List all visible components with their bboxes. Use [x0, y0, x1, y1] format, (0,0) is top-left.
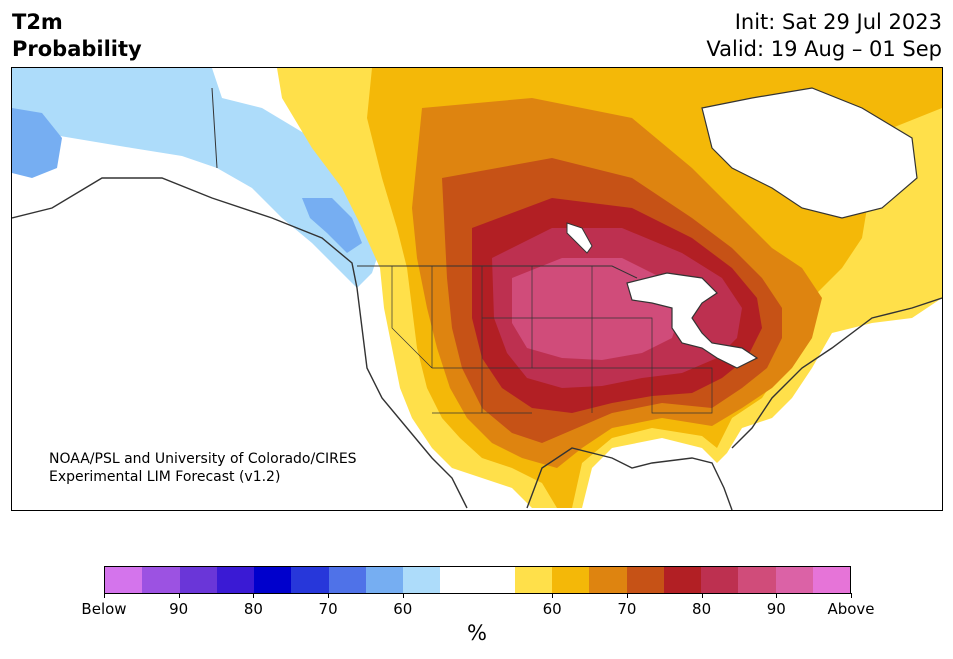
colorbar-segment — [179, 567, 217, 593]
colorbar-segment — [552, 567, 590, 593]
colorbar-tick-label: 60 — [542, 600, 562, 618]
kind-label: Probability — [12, 37, 142, 61]
colorbar-tick-label: 90 — [766, 600, 786, 618]
colorbar-segment — [216, 567, 254, 593]
lake-winnipeg — [566, 222, 593, 254]
colorbar-unit: % — [467, 621, 487, 645]
us-canada-border — [211, 87, 638, 279]
forecast-map — [11, 67, 943, 511]
forecast-dates: Init: Sat 29 Jul 2023 Valid: 19 Aug – 01… — [706, 9, 942, 63]
colorbar-segment — [812, 567, 850, 593]
colorbar-tick-label: 90 — [169, 600, 189, 618]
colorbar-segment — [142, 567, 180, 593]
valid-dates: Valid: 19 Aug – 01 Sep — [706, 37, 942, 61]
colorbar-tick-mark — [626, 593, 628, 598]
colorbar-segment — [440, 567, 478, 593]
colorbar-segment — [105, 567, 143, 593]
colorbar-tick-mark — [552, 593, 554, 598]
colorbar-tick-label: 70 — [617, 600, 637, 618]
init-date: Init: Sat 29 Jul 2023 — [734, 10, 942, 34]
colorbar-segment — [328, 567, 366, 593]
cold-region-coast — [302, 198, 362, 253]
great-lakes — [626, 272, 759, 369]
colorbar-tick-label: 60 — [393, 600, 413, 618]
colorbar-segment — [254, 567, 292, 593]
colorbar-segment — [514, 567, 552, 593]
colorbar-segment — [477, 567, 515, 593]
colorbar-tick-label: Above — [827, 600, 875, 618]
colorbar-segment — [291, 567, 329, 593]
coastline — [12, 177, 942, 510]
colorbar — [104, 566, 851, 594]
colorbar-segment — [701, 567, 739, 593]
variable-label: T2m — [12, 10, 63, 34]
colorbar-segment — [403, 567, 441, 593]
colorbar-tick-label: 80 — [692, 600, 712, 618]
colorbar-tick-label: 70 — [318, 600, 338, 618]
colorbar-segment — [589, 567, 627, 593]
colorbar-tick-mark — [328, 593, 330, 598]
cold-region-alaska-core — [12, 108, 62, 178]
cold-region-alaska — [12, 68, 382, 288]
map-title: T2m Probability — [12, 9, 142, 63]
colorbar-tick-mark — [701, 593, 703, 598]
credit-line-2: Experimental LIM Forecast (v1.2) — [49, 469, 281, 485]
colorbar-segment — [626, 567, 664, 593]
credit-text: NOAA/PSL and University of Colorado/CIRE… — [49, 450, 357, 486]
colorbar-tick-mark — [776, 593, 778, 598]
hudson-bay — [701, 87, 918, 219]
map-canvas — [12, 68, 942, 510]
credit-line-1: NOAA/PSL and University of Colorado/CIRE… — [49, 451, 357, 467]
colorbar-tick-mark — [402, 593, 404, 598]
colorbar-tick-label: 80 — [243, 600, 263, 618]
colorbar-tick-mark — [178, 593, 180, 598]
colorbar-segment — [775, 567, 813, 593]
state-borders — [391, 265, 713, 414]
colorbar-tick-mark — [253, 593, 255, 598]
colorbar-tick-mark — [851, 593, 852, 598]
colorbar-segment — [365, 567, 403, 593]
colorbar-segment — [663, 567, 701, 593]
colorbar-segment — [738, 567, 776, 593]
colorbar-tick-label: Below — [81, 600, 127, 618]
colorbar-tick-mark — [104, 593, 105, 598]
